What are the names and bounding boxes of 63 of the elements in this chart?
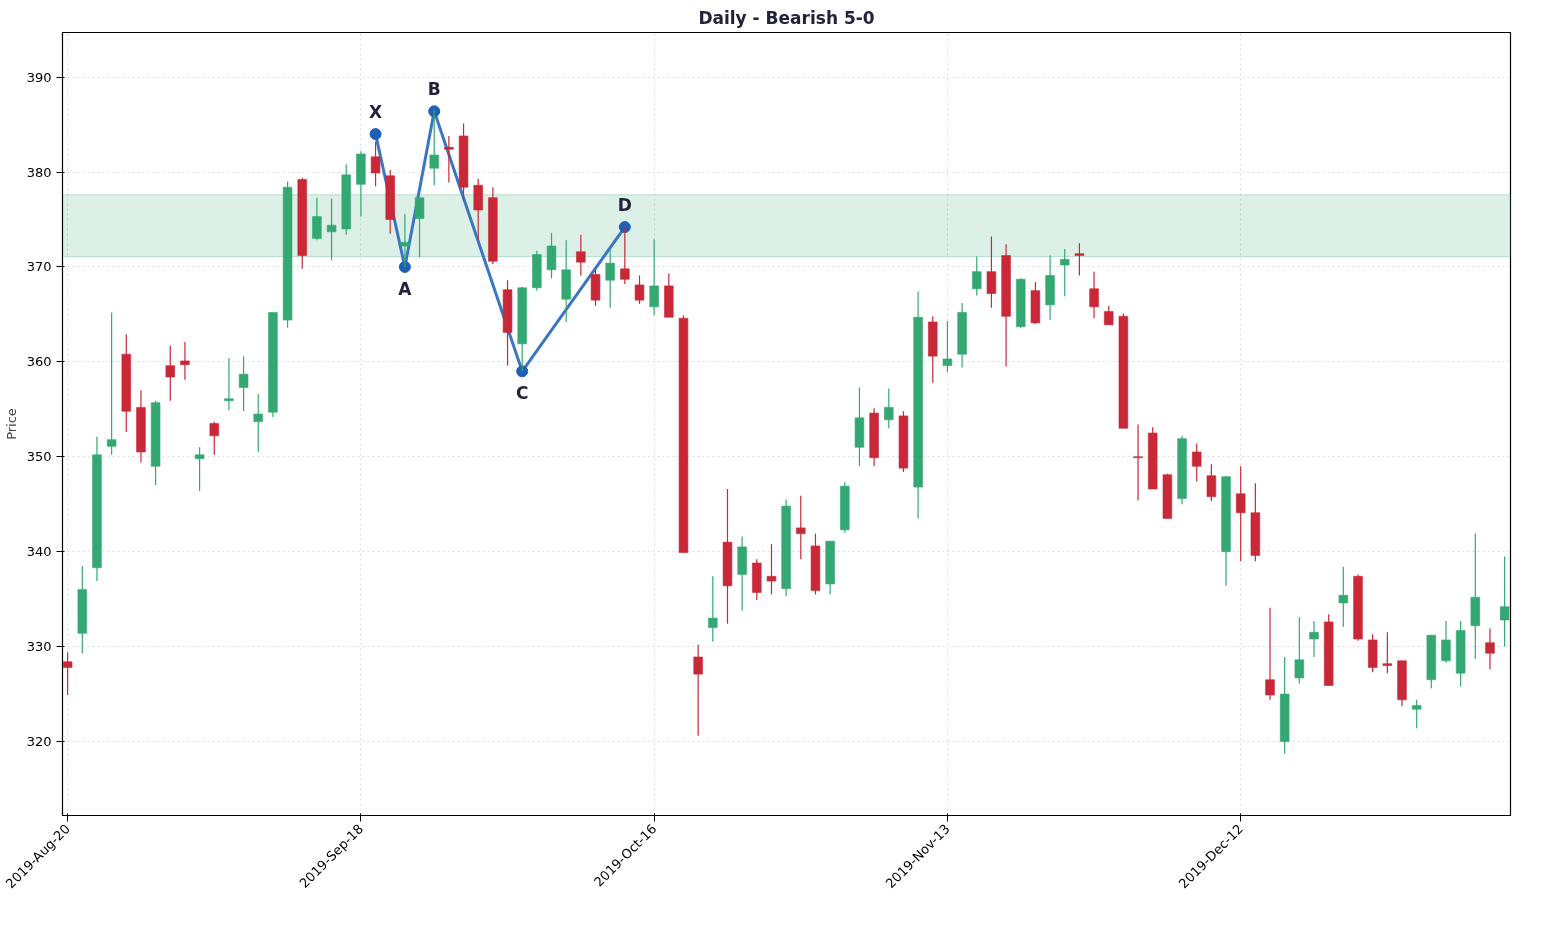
point: [618, 221, 631, 234]
candlestick: [942, 320, 953, 373]
candlestick: [1265, 607, 1275, 701]
y-tick-label: 320: [26, 733, 52, 749]
candlestick: [209, 421, 219, 456]
y-tick-label: 360: [26, 354, 52, 370]
candlestick: [106, 311, 117, 456]
annotation: D: [617, 195, 632, 216]
y-tick-label: 330: [26, 639, 52, 655]
candlestick: [634, 274, 645, 305]
y-tick-label: 380: [26, 164, 52, 180]
candlestick: [1074, 242, 1085, 277]
candlestick: [649, 238, 659, 316]
candlestick: [1499, 555, 1510, 648]
candlestick: [165, 345, 175, 402]
candlestick: [576, 234, 586, 277]
candlestick: [370, 141, 381, 187]
candlestick: [796, 495, 806, 560]
candlestick: [1309, 620, 1319, 658]
candlestick: [1382, 631, 1393, 674]
chart-title: Daily - Bearish 5-0: [698, 7, 875, 28]
candlestick: [312, 197, 322, 241]
candlestick: [972, 255, 982, 296]
annotation: C: [515, 383, 529, 404]
candlestick: [766, 543, 777, 595]
candlestick: [1089, 271, 1099, 319]
y-tick-label: 340: [26, 544, 52, 560]
candlestick: [194, 446, 205, 492]
candlestick: [986, 235, 997, 309]
candlestick: [444, 135, 454, 184]
y-tick-label: 350: [26, 449, 52, 465]
candlestick: [1485, 627, 1495, 670]
candlestick: [708, 575, 718, 643]
y-tick-label: 370: [26, 259, 52, 275]
candlestick: [326, 197, 337, 261]
point: [369, 128, 382, 141]
candlestick: [1104, 305, 1114, 326]
candlestick: [1338, 566, 1349, 628]
candlestick: [1133, 423, 1143, 501]
candlestick: [884, 387, 894, 429]
candlestick: [605, 249, 615, 309]
candlestick: [62, 651, 73, 696]
annotation: X: [369, 102, 383, 123]
y-tick-label: 390: [26, 69, 52, 85]
candlestick: [414, 197, 425, 259]
candlestick: [1441, 620, 1451, 664]
candlestick: [546, 232, 557, 279]
point: [516, 365, 529, 378]
candlestick: [253, 393, 263, 453]
annotation: B: [427, 79, 441, 100]
point: [428, 105, 441, 118]
annotation: A: [398, 278, 413, 299]
candlestick: [180, 341, 190, 381]
candlestick: [224, 357, 234, 411]
candlestick: [1236, 465, 1246, 562]
candlestick: [1411, 699, 1422, 729]
y-axis-title: Price: [3, 408, 19, 440]
candlestick: [1060, 248, 1070, 297]
candlestick: [1206, 463, 1217, 502]
candlestick: [1192, 442, 1202, 483]
candlestick: [1294, 616, 1305, 685]
candlestick: [693, 644, 703, 737]
candlestick: [238, 355, 249, 412]
